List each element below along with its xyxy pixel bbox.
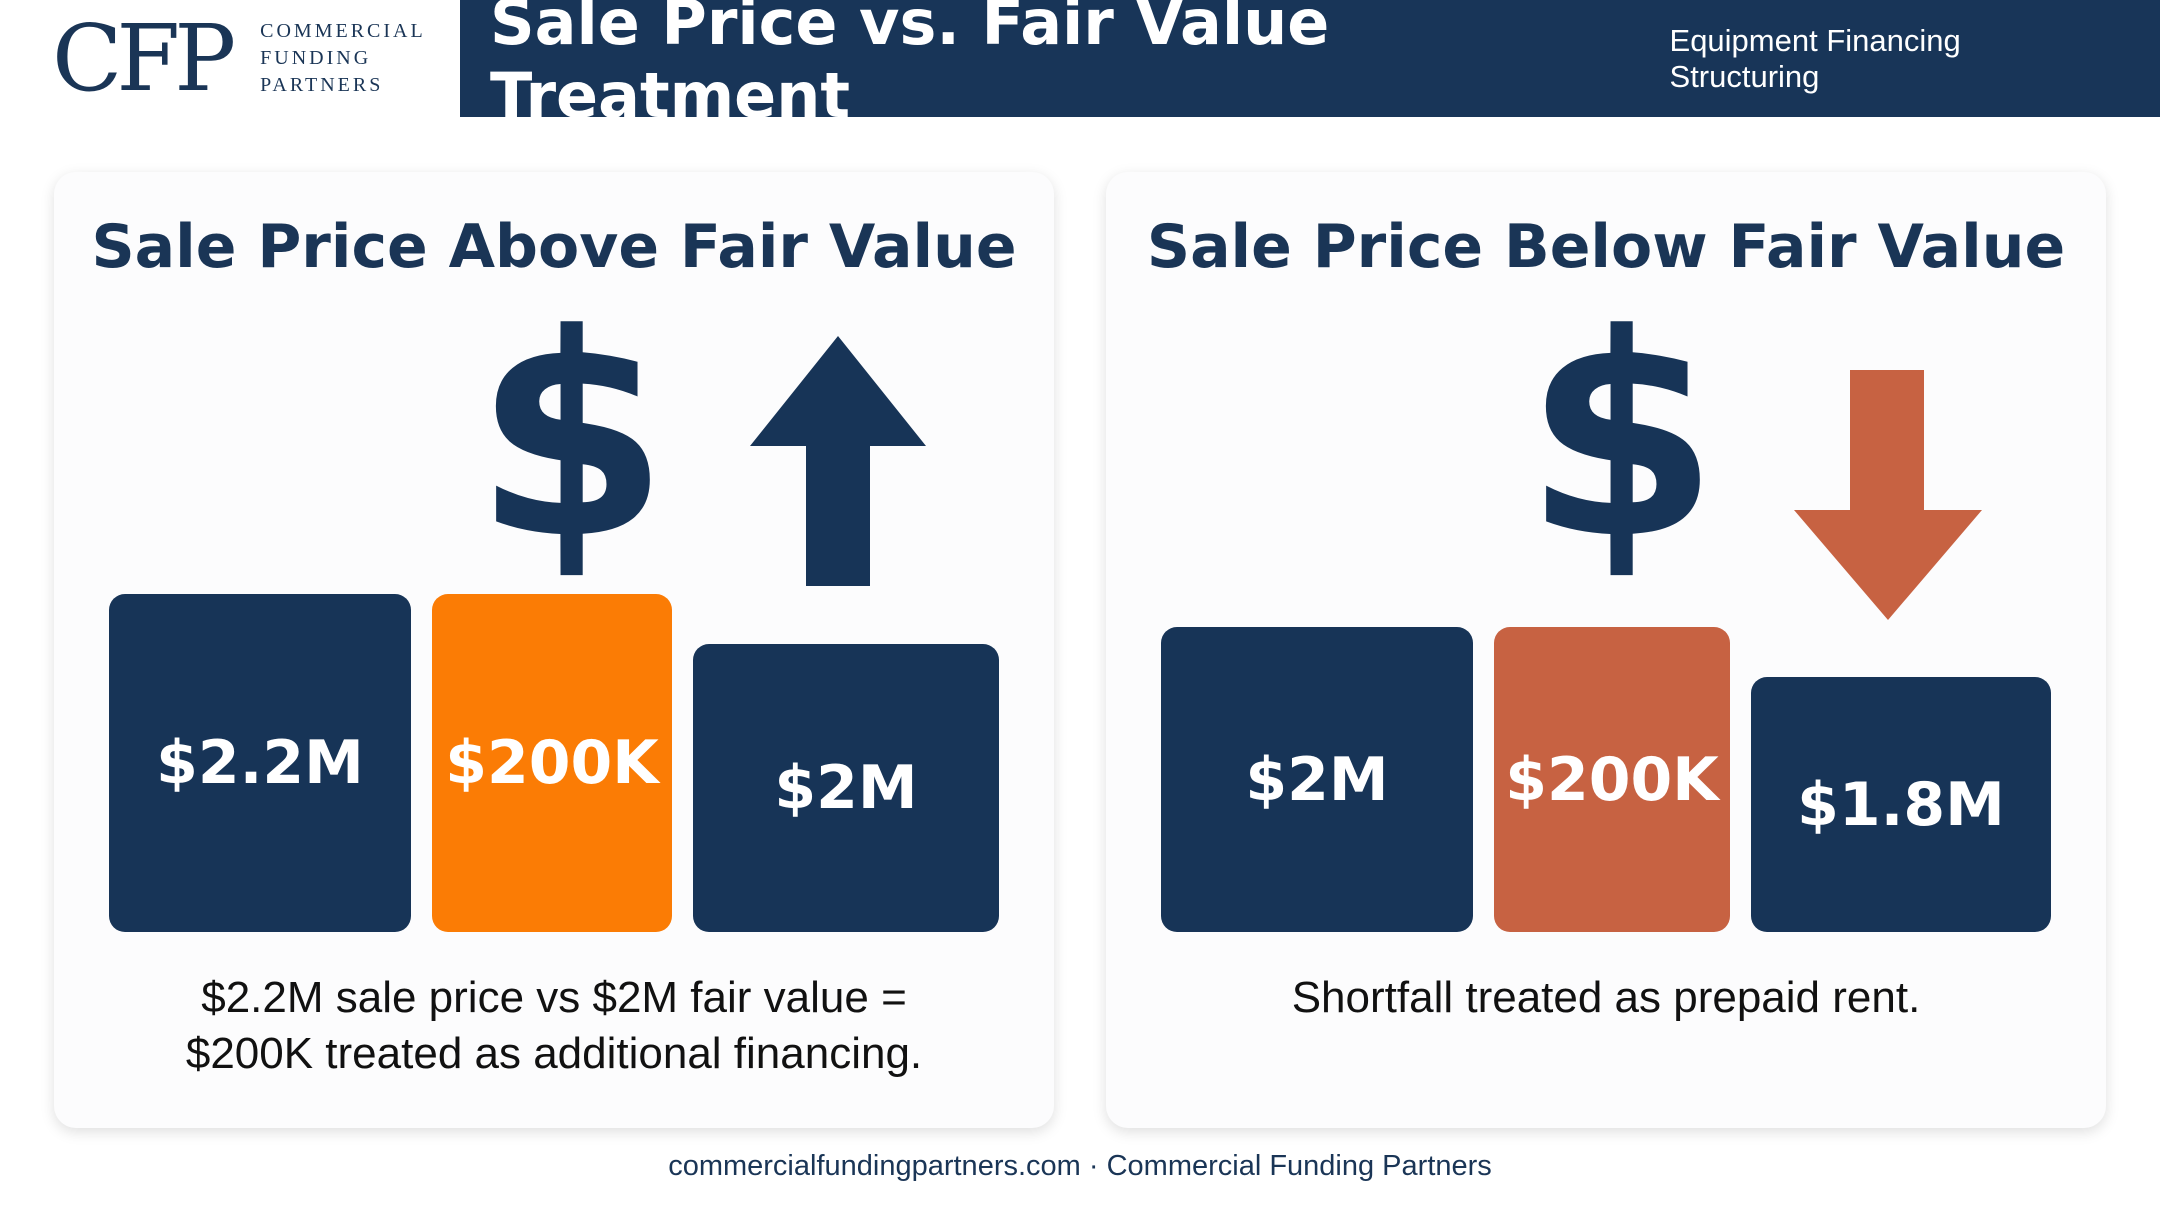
logo-mark: CFP [52,4,236,112]
logo-wordmark: COMMERCIAL FUNDING PARTNERS [260,18,426,99]
caption-below: Shortfall treated as prepaid rent. [1291,973,1921,1022]
dollar-icon: $ [474,275,669,601]
block-fair-value: $2M [1161,627,1473,932]
logo: CFP COMMERCIAL FUNDING PARTNERS [0,0,460,117]
block-sale-price: $2.2M [109,594,411,932]
page-title: Sale Price vs. Fair Value Treatment [490,0,1330,132]
logo-line-1: COMMERCIAL [260,20,426,42]
header: CFP COMMERCIAL FUNDING PARTNERS Sale Pri… [0,0,2160,132]
panel-above-fair-value: Sale Price Above Fair Value $ $2.2M $200… [54,172,1054,1128]
caption-line-2: $200K treated as additional financing. [185,1029,923,1078]
panel-title-below: Sale Price Below Fair Value [1146,212,2066,282]
arrow-down-icon [1794,370,1982,620]
block-difference: $200K [432,594,672,932]
block-fair-value: $2M [693,644,999,932]
caption-above: $2.2M sale price vs $2M fair value = $20… [54,970,1054,1082]
arrow-up-icon [750,336,926,586]
caption-line-1: $2.2M sale price vs $2M fair value = [201,973,907,1022]
page-subtitle: Equipment Financing Structuring [1669,22,1961,94]
logo-line-3: PARTNERS [260,74,384,96]
logo-line-2: FUNDING [260,47,372,69]
panel-title-above: Sale Price Above Fair Value [91,212,1017,282]
footer: commercialfundingpartners.com · Commerci… [668,1150,1492,1182]
block-shortfall: $200K [1494,627,1730,932]
dollar-icon: $ [1524,275,1719,601]
block-sale-price: $1.8M [1751,677,2051,932]
panel-below-fair-value: Sale Price Below Fair Value $ $2M $200K … [1106,172,2106,1128]
title-bar: Sale Price vs. Fair Value Treatment Equi… [460,0,2160,132]
